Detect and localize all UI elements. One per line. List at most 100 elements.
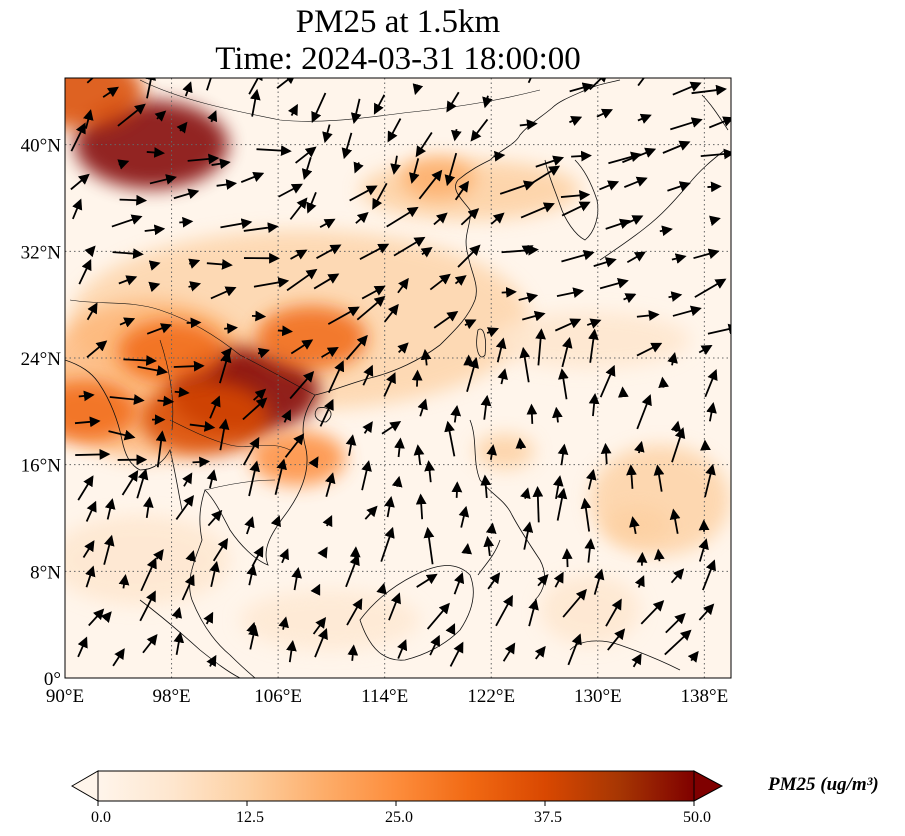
- wind-arrow: [486, 327, 499, 338]
- wind-arrow: [325, 472, 336, 498]
- wind-arrow: [698, 344, 713, 355]
- wind-arrow: [460, 208, 480, 226]
- wind-arrow: [186, 317, 202, 329]
- wind-arrow: [362, 364, 374, 386]
- wind-arrow: [636, 310, 660, 321]
- wind-arrow: [182, 81, 193, 97]
- wind-arrow: [119, 194, 148, 206]
- wind-arrow: [104, 498, 116, 520]
- wind-arrow: [103, 534, 115, 565]
- wind-arrow: [350, 98, 362, 124]
- wind-arrow: [77, 636, 88, 658]
- wind-arrow: [88, 608, 105, 627]
- wind-arrow: [349, 546, 361, 559]
- wind-arrow: [388, 592, 401, 621]
- wind-arrow: [458, 505, 470, 528]
- wind-arrow: [493, 150, 506, 162]
- wind-arrow: [248, 460, 261, 497]
- wind-arrow: [487, 572, 501, 590]
- coastline-bay-of-bengal: [65, 359, 183, 511]
- wind-arrow: [659, 225, 673, 237]
- wind-arrow: [78, 390, 95, 402]
- wind-arrow: [693, 248, 720, 260]
- wind-arrow: [521, 245, 534, 256]
- lat-tick-label: 24°N: [21, 349, 62, 370]
- wind-arrow: [552, 475, 564, 500]
- wind-arrow: [499, 180, 535, 195]
- wind-arrow: [445, 623, 456, 636]
- wind-arrow: [586, 318, 602, 329]
- wind-arrow: [411, 369, 423, 387]
- wind-arrow: [552, 406, 563, 423]
- wind-arrow: [317, 546, 328, 559]
- wind-arrow: [327, 360, 345, 394]
- wind-arrow: [423, 526, 435, 565]
- wind-arrow: [537, 574, 549, 587]
- wind-arrow: [185, 550, 196, 563]
- wind-arrow: [86, 340, 108, 359]
- wind-arrow: [74, 416, 101, 428]
- wind-arrow: [117, 103, 146, 127]
- wind-arrow: [148, 281, 161, 293]
- wind-arrow: [242, 436, 260, 466]
- pm25-hotspot-7: [250, 430, 346, 486]
- map-frame: [64, 77, 732, 679]
- wind-arrow: [86, 302, 98, 321]
- wind-arrow: [670, 117, 703, 131]
- wind-arrow: [393, 236, 426, 257]
- wind-arrow: [345, 434, 357, 456]
- wind-arrow: [181, 574, 195, 601]
- wind-arrow: [670, 420, 682, 433]
- wind-arrow: [85, 500, 97, 522]
- wind-arrow: [257, 347, 270, 359]
- pm25-hotspot-2: [255, 305, 368, 371]
- wind-arrow: [631, 653, 642, 668]
- wind-arrow: [461, 543, 473, 555]
- wind-arrow: [466, 357, 479, 392]
- wind-arrow: [522, 521, 534, 550]
- wind-arrow: [361, 460, 372, 491]
- wind-arrow: [622, 147, 657, 164]
- wind-arrow: [561, 337, 573, 368]
- wind-arrow: [117, 159, 130, 170]
- wind-arrow: [192, 456, 211, 468]
- colorbar-extend-min: [70, 770, 99, 802]
- wind-arrow: [413, 444, 425, 466]
- wind-arrow: [380, 526, 395, 562]
- wind-arrow: [220, 218, 253, 229]
- wind-arrow: [700, 148, 731, 160]
- wind-arrow: [495, 594, 513, 627]
- wind-arrow: [702, 559, 716, 591]
- wind-arrow: [174, 386, 190, 398]
- wind-arrow: [698, 538, 709, 562]
- wind-arrow: [669, 508, 681, 534]
- wind-arrow: [345, 334, 368, 361]
- lon-tick-label: 98°E: [152, 686, 190, 707]
- wind-arrow: [653, 548, 665, 562]
- wind-arrow: [519, 119, 538, 131]
- coastline-china-east: [455, 79, 621, 301]
- wind-arrow: [248, 78, 263, 95]
- wind-arrow: [707, 181, 722, 193]
- wind-arrow: [157, 395, 175, 407]
- wind-arrow: [361, 285, 386, 300]
- wind-arrow: [206, 469, 218, 489]
- wind-arrow: [387, 118, 402, 143]
- wind-arrow: [397, 342, 409, 354]
- wind-arrow: [179, 216, 194, 228]
- wind-arrow: [560, 190, 591, 201]
- wind-arrow: [636, 394, 652, 430]
- wind-arrow: [82, 540, 95, 558]
- wind-arrow: [173, 360, 205, 372]
- colorbar-gradient: [98, 771, 694, 801]
- colorbar-title: PM25 (ug/m³): [768, 774, 879, 795]
- wind-arrow: [319, 218, 336, 229]
- wind-arrow: [210, 286, 237, 300]
- wind-arrow: [691, 84, 727, 96]
- wind-arrow: [102, 86, 119, 98]
- wind-arrow: [518, 292, 539, 304]
- wind-arrow: [528, 598, 539, 627]
- wind-vector-field: [70, 78, 731, 668]
- wind-arrow: [519, 346, 531, 383]
- wind-arrow: [119, 317, 136, 328]
